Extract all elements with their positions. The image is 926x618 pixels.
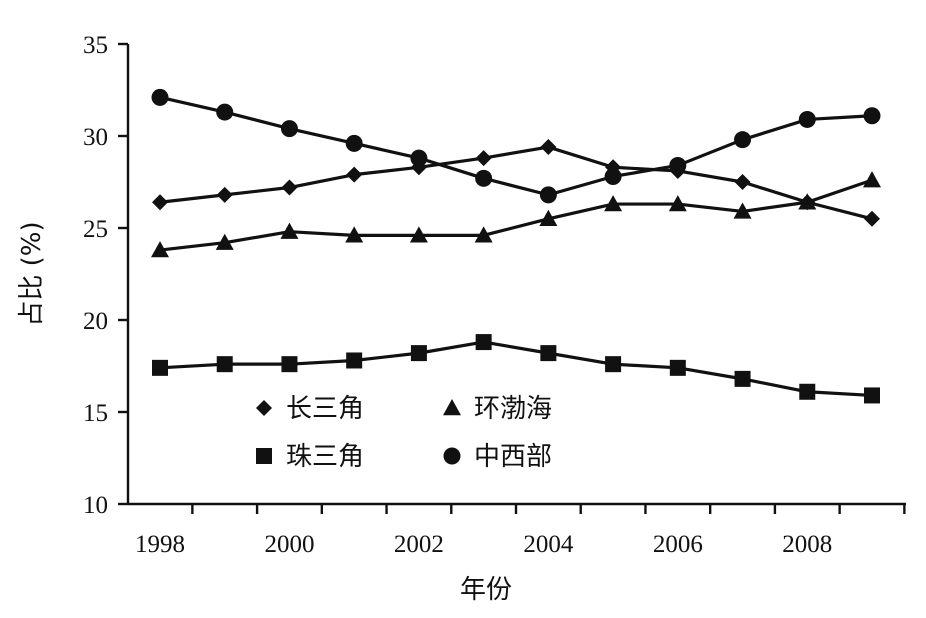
data-point-triangle: [668, 195, 687, 212]
data-point-triangle: [539, 209, 558, 226]
data-point-square: [281, 356, 298, 373]
x-tick-label: 2000: [264, 531, 314, 558]
series-layer: [151, 88, 881, 404]
legend-label: 长三角: [286, 394, 364, 424]
data-point-triangle: [798, 193, 817, 210]
y-tick-label: 15: [83, 400, 108, 427]
series-line-diamond: [159, 145, 873, 221]
data-point-diamond: [216, 186, 233, 203]
data-point-triangle: [345, 226, 364, 243]
data-point-circle: [863, 107, 881, 125]
x-tick-label: 2002: [394, 531, 444, 558]
data-point-circle: [669, 156, 687, 174]
series-diamond: [152, 139, 880, 227]
ticks: [118, 42, 906, 514]
legend-label: 环渤海: [474, 394, 552, 424]
data-point-diamond: [346, 166, 363, 183]
series-triangle: [151, 171, 881, 258]
legend-triangle-icon: [443, 399, 461, 416]
x-axis-title: 年份: [460, 575, 512, 605]
x-tick-label: 2004: [523, 531, 574, 558]
series-line-triangle: [159, 178, 873, 252]
y-tick-label: 30: [83, 124, 108, 151]
x-tick-label: 2006: [653, 531, 703, 558]
y-tick-label: 10: [83, 492, 108, 519]
data-point-triangle: [604, 195, 623, 212]
data-point-diamond: [281, 179, 298, 196]
data-point-square: [152, 359, 168, 376]
legend-item: 中西部: [443, 442, 552, 472]
y-tick-label: 20: [83, 308, 108, 335]
data-point-circle: [798, 110, 816, 128]
series-circle: [151, 88, 881, 204]
data-point-square: [540, 345, 557, 362]
series-line-circle: [159, 95, 873, 197]
data-point-square: [669, 359, 686, 376]
legend-square-icon: [256, 448, 272, 464]
data-point-triangle: [280, 222, 299, 239]
data-point-square: [799, 383, 816, 400]
data-point-circle: [475, 169, 493, 187]
data-point-triangle: [151, 241, 169, 258]
legend-item: 长三角: [256, 394, 364, 424]
legend-label: 珠三角: [286, 442, 364, 472]
data-point-triangle: [474, 226, 493, 243]
data-point-circle: [604, 167, 622, 185]
data-point-square: [475, 334, 492, 351]
data-point-diamond: [734, 174, 751, 190]
data-point-circle: [539, 186, 557, 204]
data-point-diamond: [864, 210, 880, 227]
legend-label: 中西部: [474, 442, 552, 472]
data-point-square: [734, 370, 751, 387]
series-line-square: [159, 340, 873, 398]
y-tick-label: 25: [83, 216, 108, 243]
data-point-circle: [151, 88, 169, 106]
data-point-triangle: [733, 202, 752, 219]
data-point-square: [410, 345, 427, 362]
legend-diamond-icon: [256, 400, 272, 416]
data-point-diamond: [475, 150, 492, 167]
data-point-square: [346, 352, 363, 369]
legend-item: 环渤海: [443, 394, 552, 424]
tick-labels: 10 15 20 25 30 35 1998 2000 2002 2004 2006 2008: [83, 32, 832, 558]
data-point-circle: [734, 131, 752, 149]
data-point-circle: [280, 120, 298, 138]
data-point-square: [864, 387, 880, 404]
legend-item: 珠三角: [256, 442, 364, 472]
y-axis-title: 占比 (%): [17, 221, 47, 326]
axes: [126, 44, 906, 506]
data-point-square: [605, 356, 622, 373]
data-point-circle: [216, 103, 234, 121]
data-point-triangle: [215, 233, 234, 250]
data-point-triangle: [863, 171, 881, 188]
y-tick-label: 35: [83, 32, 108, 59]
x-tick-label: 1998: [135, 531, 185, 558]
data-point-diamond: [540, 139, 557, 156]
series-square: [152, 334, 880, 404]
data-point-circle: [410, 149, 428, 167]
data-point-triangle: [409, 226, 428, 243]
x-tick-label: 2008: [782, 531, 832, 558]
data-point-circle: [345, 134, 363, 152]
data-point-diamond: [152, 194, 168, 211]
legend-circle-icon: [443, 447, 461, 465]
data-point-square: [216, 356, 233, 373]
